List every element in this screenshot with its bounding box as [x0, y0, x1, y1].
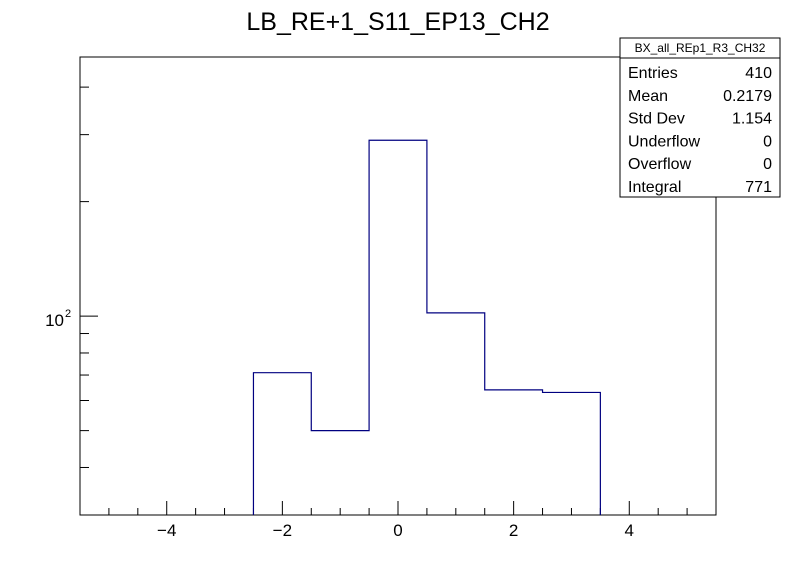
stats-box-title: BX_all_REp1_R3_CH32	[635, 41, 766, 55]
x-tick-label: −2	[273, 521, 292, 540]
histogram-bin	[253, 373, 311, 515]
stats-row: Std Dev 1.154	[628, 111, 772, 128]
x-axis-tick-labels: −4 −2 0 2 4	[157, 521, 634, 540]
x-tick-label: −4	[157, 521, 176, 540]
stats-row: Underflow 0	[628, 133, 772, 150]
stats-row-value: 410	[745, 65, 772, 82]
stats-row-label: Mean	[628, 88, 668, 105]
x-tick-label: 4	[625, 521, 634, 540]
stats-row-label: Integral	[628, 179, 681, 196]
axis-ticks	[80, 86, 688, 516]
stats-box: BX_all_REp1_R3_CH32 Entries 410 Mean 0.2179…	[619, 37, 781, 198]
x-tick-label: 0	[393, 521, 402, 540]
y-tick-label-base: 10	[45, 311, 64, 330]
y-tick-label-exponent: 2	[65, 308, 71, 320]
stats-row-label: Underflow	[628, 133, 700, 150]
stats-box-frame	[619, 37, 781, 198]
histogram-bin	[543, 392, 601, 515]
stats-row-value: 0.2179	[723, 88, 772, 105]
stats-row: Overflow 0	[628, 156, 772, 173]
stats-row-value: 0	[763, 156, 772, 173]
x-tick-label: 2	[509, 521, 518, 540]
y-axis-tick-labels: 10 2	[45, 308, 71, 330]
stats-row: Mean 0.2179	[628, 88, 772, 105]
stats-row-value: 771	[745, 179, 772, 196]
stats-row-label: Std Dev	[628, 111, 685, 128]
stats-row-label: Overflow	[628, 156, 692, 173]
histogram-bin	[485, 390, 543, 515]
histogram-bin	[369, 140, 427, 515]
stats-row: Integral 771	[628, 179, 772, 196]
chart-title: LB_RE+1_S11_EP13_CH2	[246, 8, 549, 36]
stats-row-value: 0	[763, 133, 772, 150]
stats-row-label: Entries	[628, 65, 678, 82]
stats-row: Entries 410	[628, 65, 772, 82]
histogram-bin	[311, 431, 369, 515]
y-tick-label: 10 2	[45, 308, 71, 330]
stats-row-value: 1.154	[732, 111, 772, 128]
stats-box-rows: Entries 410 Mean 0.2179 Std Dev 1.154 Underflo…	[628, 65, 772, 196]
histogram-bin	[427, 313, 485, 515]
histogram-outline	[252, 139, 601, 515]
